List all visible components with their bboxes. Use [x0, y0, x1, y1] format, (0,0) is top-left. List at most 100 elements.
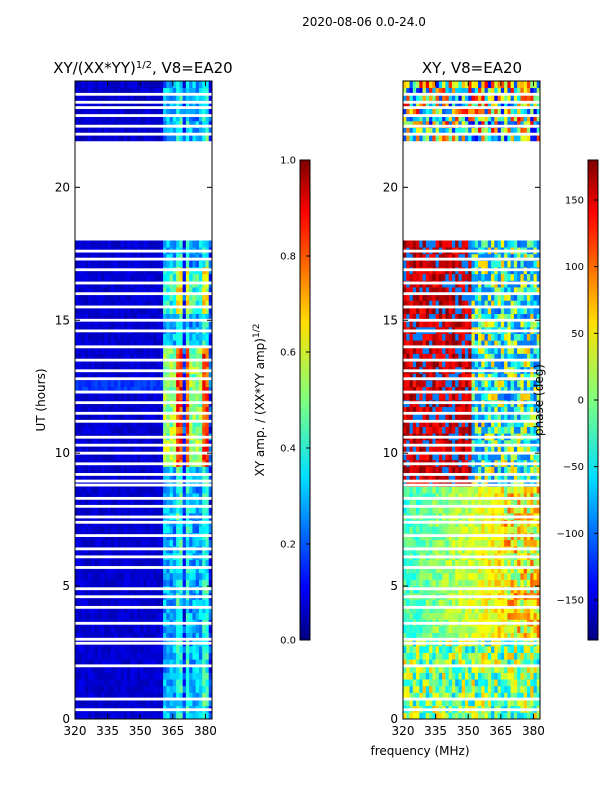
amp-cell: [208, 114, 212, 122]
amp-cell: [176, 87, 180, 95]
amp-cell: [169, 320, 174, 328]
amp-cell: [140, 107, 144, 115]
phase-cell: [406, 559, 410, 567]
amp-cell: [159, 313, 164, 321]
phase-cell: [517, 499, 521, 507]
amp-cell: [163, 499, 167, 507]
phase-cell: [403, 632, 407, 640]
phase-cell: [438, 679, 443, 687]
phase-cell: [445, 712, 450, 719]
amp-cell: [169, 679, 174, 687]
amp-cell: [97, 120, 102, 128]
amp-cell: [195, 625, 200, 634]
amp-cell: [172, 240, 177, 248]
amp-cell: [104, 526, 109, 534]
amp-cell: [114, 386, 118, 394]
amp-cell: [159, 306, 164, 315]
phase-cell: [412, 579, 417, 587]
amp-cell: [153, 645, 157, 653]
amp-cell: [110, 479, 115, 487]
amp-cell: [81, 240, 86, 248]
amp-cell: [107, 493, 112, 501]
amp-cell: [205, 419, 210, 427]
amp-cell: [146, 599, 151, 607]
amp-cell: [205, 599, 210, 607]
phase-cell: [474, 712, 479, 719]
amp-cell: [114, 260, 118, 268]
amp-cell: [153, 446, 157, 454]
amp-cell: [150, 699, 154, 707]
amp-cell: [172, 712, 177, 719]
phase-cell: [478, 712, 482, 719]
amp-cell: [159, 107, 164, 115]
amp-cell: [114, 692, 118, 700]
amp-cell: [136, 114, 141, 122]
amp-cell: [81, 446, 86, 454]
phase-cell: [474, 606, 479, 614]
amp-cell: [123, 293, 128, 301]
phase-cell: [471, 612, 476, 620]
amp-cell: [205, 240, 210, 248]
amp-colorbar-tick-label: 0.8: [280, 252, 296, 263]
amp-cell: [117, 712, 122, 719]
amp-cell: [153, 240, 157, 248]
amp-cell: [133, 340, 138, 348]
amp-cell: [114, 712, 118, 719]
amp-cell: [127, 453, 131, 461]
phase-cell: [458, 685, 463, 693]
amp-cell: [114, 373, 118, 381]
phase-cell: [536, 659, 540, 667]
amp-cell: [169, 486, 174, 494]
amp-cell: [153, 81, 157, 89]
amp-cell: [195, 453, 200, 461]
amp-cell: [143, 599, 148, 607]
amp-cell: [182, 473, 187, 481]
amp-cell: [78, 499, 82, 507]
amp-cell: [205, 406, 210, 414]
amp-cell: [192, 419, 197, 427]
amp-cell: [123, 606, 128, 614]
phase-cell: [412, 599, 417, 607]
phase-cell: [523, 606, 528, 614]
amp-cell: [172, 606, 177, 614]
phase-cell: [530, 572, 534, 580]
phase-cell: [526, 699, 531, 707]
amp-cell: [172, 692, 177, 700]
phase-cell: [500, 526, 505, 534]
phase-cell: [442, 572, 446, 580]
phase-cell: [455, 645, 459, 653]
amp-cell: [78, 506, 82, 514]
amp-cell: [101, 559, 105, 567]
amp-cell: [104, 353, 109, 361]
phase-cell: [403, 493, 407, 501]
amp-cell: [84, 453, 89, 461]
phase-cell: [497, 493, 502, 501]
phase-cell: [425, 652, 430, 660]
amp-cell: [156, 426, 161, 434]
amp-cell: [192, 406, 197, 414]
phase-cell: [412, 672, 417, 680]
amp-cell: [159, 466, 164, 474]
amp-cell: [189, 253, 193, 261]
amp-cell: [182, 360, 187, 368]
amp-cell: [185, 659, 190, 667]
amp-cell: [107, 300, 112, 308]
phase-cell: [416, 632, 420, 640]
amp-cell: [94, 606, 99, 614]
amp-cell: [75, 652, 79, 660]
amp-cell: [189, 652, 193, 660]
amp-cell: [182, 134, 187, 142]
amp-cell: [130, 699, 135, 707]
amp-cell: [208, 94, 212, 102]
amp-cell: [156, 506, 161, 514]
phase-cell: [451, 659, 456, 667]
phase-cell: [416, 645, 420, 653]
amp-cell: [107, 100, 112, 108]
amp-cell: [136, 572, 141, 580]
amp-cell: [94, 313, 99, 321]
amp-cell: [176, 413, 180, 421]
amp-cell: [101, 340, 105, 348]
amp-cell: [163, 466, 167, 474]
phase-cell: [533, 606, 538, 614]
phase-cell: [504, 632, 508, 640]
